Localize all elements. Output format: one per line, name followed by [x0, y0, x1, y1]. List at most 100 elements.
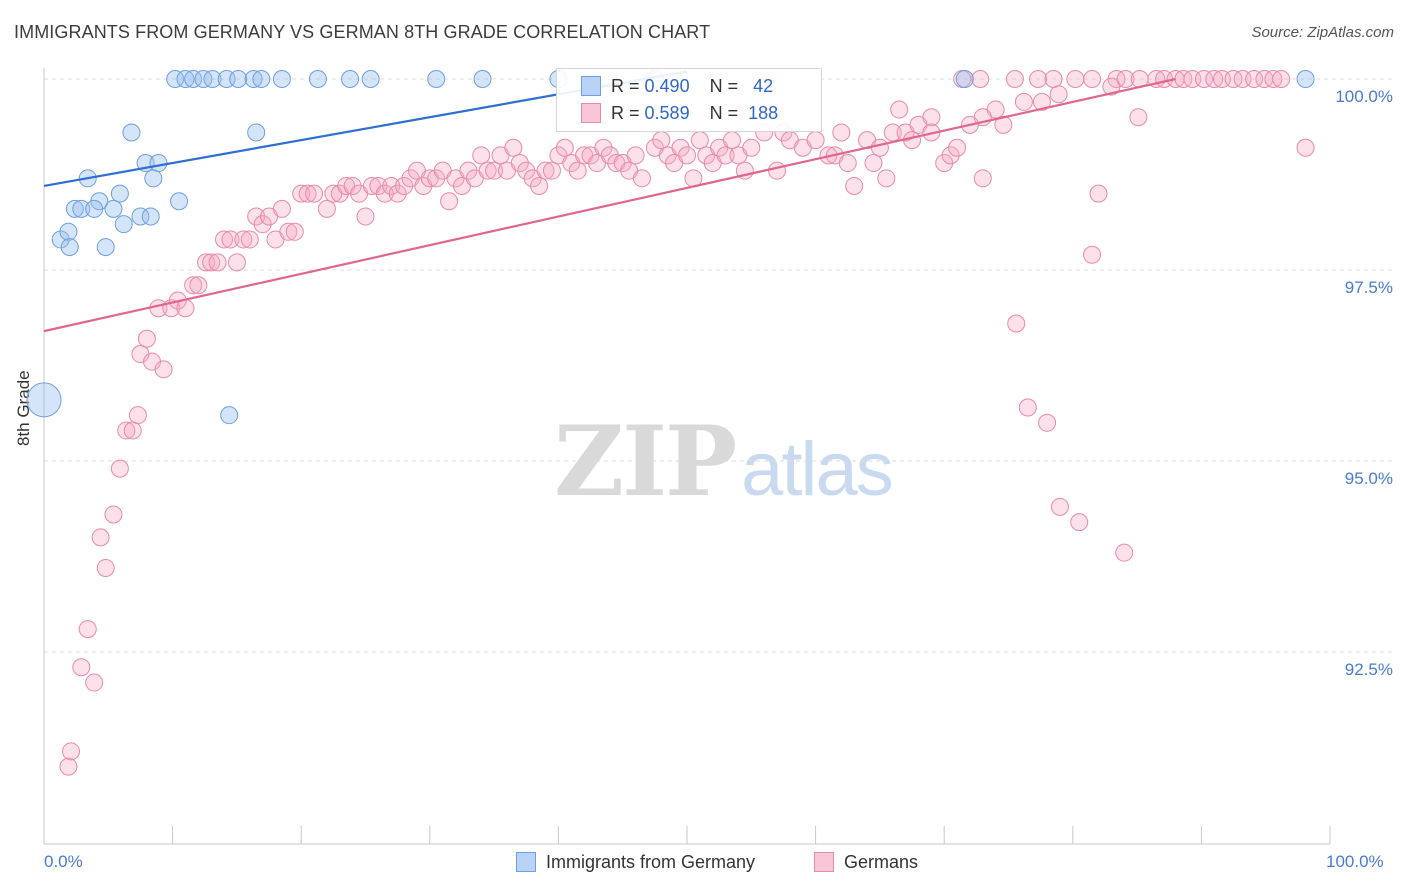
point-germans-155: [877, 169, 896, 188]
point-immigrants-10: [308, 70, 327, 88]
point-germans-25: [1049, 85, 1068, 104]
point-germans-162: [941, 146, 960, 165]
point-germans-153: [864, 154, 883, 173]
point-germans-55: [184, 276, 203, 295]
point-immigrants-23: [144, 169, 163, 188]
point-germans-92: [427, 169, 446, 188]
point-germans-61: [221, 230, 240, 249]
point-germans-19: [1245, 70, 1264, 88]
point-germans-126: [652, 131, 671, 150]
point-immigrants-33: [141, 207, 160, 226]
point-germans-17: [1224, 70, 1243, 88]
point-germans-83: [369, 176, 388, 195]
point-immigrants-29: [72, 199, 91, 218]
point-germans-110: [542, 161, 561, 180]
x-tick-label-min: 0.0%: [44, 852, 83, 871]
point-germans-75: [317, 199, 336, 218]
point-immigrants-31: [104, 199, 123, 218]
point-germans-3: [1044, 70, 1063, 88]
point-germans-151: [845, 176, 864, 195]
point-germans-149: [832, 123, 851, 142]
point-germans-34: [1296, 138, 1315, 157]
point-immigrants-27: [170, 192, 189, 211]
point-immigrants-32: [131, 207, 150, 226]
point-immigrants-30: [85, 199, 104, 218]
point-germans-69: [272, 199, 291, 218]
point-germans-85: [382, 176, 401, 195]
y-tick-label-95: 95.0%: [1344, 469, 1393, 488]
point-germans-7: [1116, 70, 1135, 88]
point-germans-14: [1194, 70, 1213, 88]
point-immigrants-20: [247, 123, 266, 142]
point-immigrants-3: [194, 70, 213, 88]
point-germans-59: [208, 253, 227, 272]
n-value: 42: [753, 76, 774, 96]
point-immigrants-7: [244, 70, 263, 88]
swatch-pink-icon: [581, 103, 601, 123]
point-immigrants-11: [341, 70, 360, 88]
watermark-atlas: atlas: [741, 427, 894, 512]
n-value: 188: [748, 103, 779, 123]
chart-title: IMMIGRANTS FROM GERMANY VS GERMAN 8TH GR…: [14, 22, 711, 42]
point-immigrants-39: [220, 406, 239, 425]
point-germans-45: [123, 421, 142, 440]
point-immigrants-0: [166, 70, 185, 88]
point-immigrants-19: [122, 123, 141, 142]
point-germans-63: [234, 230, 253, 249]
point-germans-22: [1272, 70, 1291, 88]
point-germans-124: [632, 169, 651, 188]
swatch-pink-icon: [814, 852, 834, 872]
point-germans-73: [298, 184, 317, 203]
point-germans-169: [1050, 497, 1069, 516]
x-tick-label-max: 100.0%: [1326, 852, 1384, 871]
point-immigrants-18: [1296, 70, 1315, 88]
point-immigrants-35: [51, 230, 70, 249]
point-germans-105: [510, 154, 529, 173]
point-germans-81: [356, 207, 375, 226]
point-immigrants-34: [114, 215, 133, 234]
legend-item-germans[interactable]: Germans: [814, 852, 918, 873]
point-germans-106: [517, 161, 536, 180]
y-tick-label-92-5: 92.5%: [1344, 660, 1393, 679]
legend-item-immigrants[interactable]: Immigrants from Germany: [516, 852, 755, 873]
point-germans-74: [305, 184, 324, 203]
watermark: ZIPatlas: [554, 405, 894, 518]
point-germans-28: [1032, 92, 1051, 111]
r-value: 0.589: [644, 103, 690, 123]
point-immigrants-1: [176, 70, 195, 88]
point-germans-42: [104, 505, 123, 524]
point-germans-1: [1005, 70, 1024, 88]
point-immigrants-13: [427, 70, 446, 88]
point-germans-140: [742, 138, 761, 157]
legend-label: Immigrants from Germany: [546, 852, 756, 872]
point-immigrants-28: [65, 199, 84, 218]
point-immigrants-25: [110, 184, 129, 203]
point-immigrants-17: [955, 70, 974, 88]
point-germans-142: [768, 161, 787, 180]
source-label: Source: ZipAtlas.com: [1251, 24, 1394, 41]
point-germans-108: [530, 176, 549, 195]
point-germans-60: [215, 230, 234, 249]
point-immigrants-4: [203, 70, 222, 88]
point-immigrants-9: [272, 70, 291, 88]
swatch-blue-icon: [516, 852, 536, 872]
point-germans-136: [716, 146, 735, 165]
point-germans-97: [459, 161, 478, 180]
point-immigrants-8: [252, 70, 271, 88]
point-germans-5: [1083, 70, 1102, 88]
point-germans-104: [504, 138, 523, 157]
point-germans-168: [1038, 413, 1057, 432]
point-germans-154: [870, 138, 889, 157]
point-immigrants-36: [59, 222, 78, 241]
point-germans-166: [1007, 314, 1026, 333]
point-germans-39: [85, 673, 104, 692]
point-germans-94: [440, 192, 459, 211]
point-germans-40: [91, 528, 110, 547]
point-germans-29: [890, 100, 909, 119]
point-germans-173: [1115, 543, 1134, 562]
point-germans-36: [62, 742, 81, 761]
point-germans-54: [176, 299, 195, 318]
point-germans-99: [472, 146, 491, 165]
point-germans-132: [690, 131, 709, 150]
